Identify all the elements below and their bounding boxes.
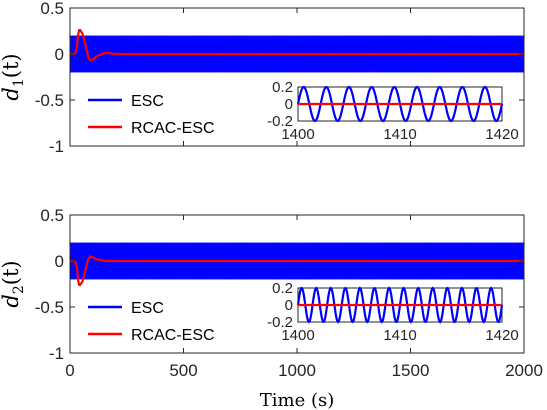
y-tick-label: 0	[55, 45, 64, 64]
y-tick-label: -1	[49, 344, 64, 363]
inset-x-tick-label: 1410	[383, 327, 416, 344]
legend-label: ESC	[131, 300, 164, 317]
inset-x-tick-label: 1410	[383, 126, 416, 143]
legend-label: RCAC-ESC	[131, 120, 215, 137]
series-rcac-line	[70, 255, 524, 287]
inset-y-tick-label: -0.2	[267, 314, 293, 331]
inset-x-tick-label: 1400	[281, 126, 314, 143]
x-tick-label: 2000	[505, 361, 543, 380]
y-tick-label: 0	[55, 252, 64, 271]
inset-y-tick-label: 0	[285, 96, 293, 113]
legend-label: RCAC-ESC	[131, 327, 215, 344]
panel-2: -1 -0.5 0 0.5 0 500 1000 1500 2000 d2(t) Time (s) E…	[0, 206, 543, 410]
y-tick-label: -0.5	[35, 91, 64, 110]
legend-label: ESC	[131, 93, 164, 110]
inset-x-tick-label: 1420	[485, 126, 518, 143]
legend: ESC RCAC-ESC	[88, 93, 215, 137]
y-tick-label: -0.5	[35, 298, 64, 317]
inset-y-tick-label: 0	[285, 297, 293, 314]
y-axis-label: d1(t)	[0, 53, 27, 100]
inset-y-tick-label: 0.2	[272, 79, 293, 96]
inset-x-tick-label: 1400	[281, 327, 314, 344]
inset-x-tick-label: 1420	[485, 327, 518, 344]
y-axis-label: d2(t)	[0, 260, 27, 307]
inset-y-tick-label: 0.2	[272, 280, 293, 297]
inset-y-tick-label: -0.2	[267, 113, 293, 130]
series-rcac-line	[70, 28, 524, 62]
y-tick-label: 0.5	[40, 0, 64, 18]
legend: ESC RCAC-ESC	[88, 300, 215, 344]
x-tick-label: 500	[169, 361, 197, 380]
x-tick-label: 1000	[278, 361, 316, 380]
x-tick-label: 0	[65, 361, 74, 380]
y-tick-label: -1	[49, 137, 64, 156]
y-tick-label: 0.5	[40, 206, 64, 225]
x-tick-label: 1500	[392, 361, 430, 380]
x-axis-label: Time (s)	[260, 390, 335, 410]
